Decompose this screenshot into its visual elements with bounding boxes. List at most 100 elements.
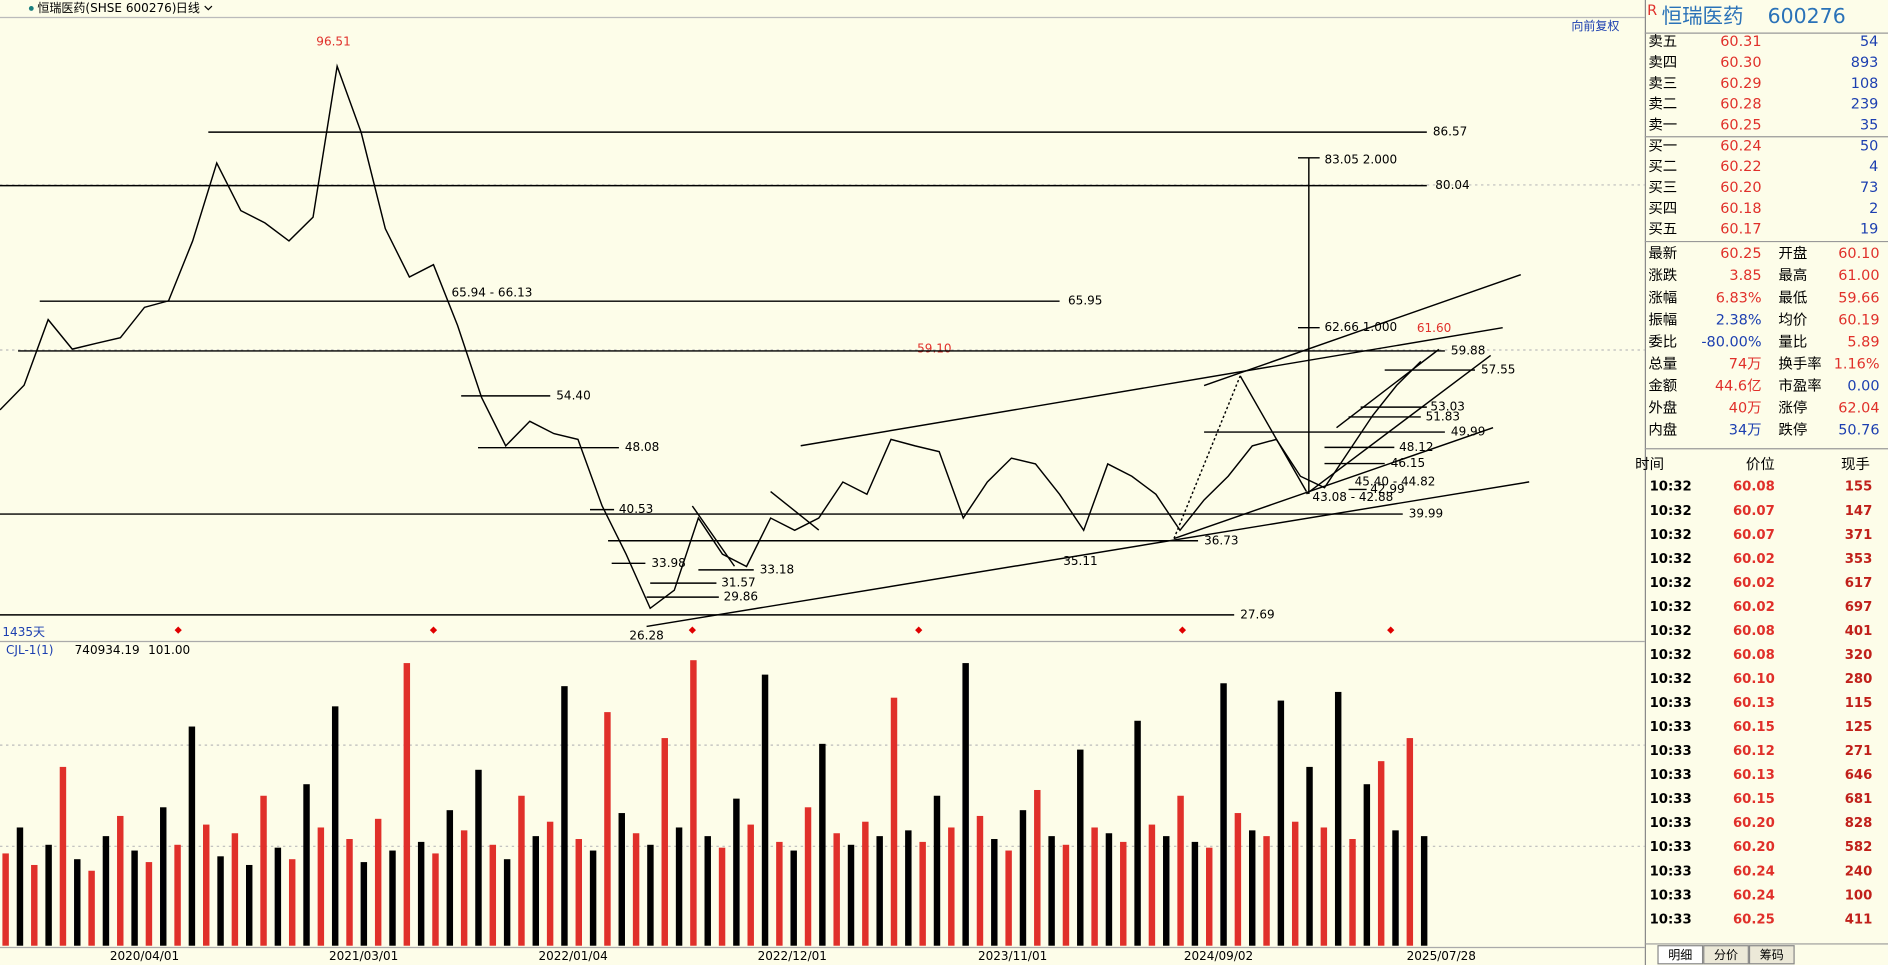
volume-bar — [690, 660, 697, 946]
stat-value: 34万 — [1729, 423, 1762, 439]
peak-label: 61.60 — [1417, 321, 1451, 335]
volume-bar — [647, 844, 654, 946]
tab-label[interactable]: 明细 — [1668, 948, 1692, 962]
tick-volume: 697 — [1845, 600, 1873, 615]
volume-bar — [1277, 700, 1285, 946]
level-label: 40.53 — [619, 502, 653, 516]
volume-bar — [1263, 836, 1270, 946]
stat-value: 59.66 — [1838, 290, 1879, 306]
volume-bar — [1363, 784, 1371, 946]
book-price: 60.29 — [1720, 76, 1761, 92]
volume-bar — [188, 726, 196, 946]
book-label: 买二 — [1648, 158, 1677, 175]
tick-time: 10:33 — [1650, 768, 1692, 783]
tick-time: 10:33 — [1650, 720, 1692, 735]
volume-bar — [704, 836, 711, 946]
book-price: 60.30 — [1720, 55, 1761, 71]
high-label: 96.51 — [316, 35, 350, 49]
book-volume: 50 — [1860, 138, 1878, 154]
tick-volume: 320 — [1845, 648, 1873, 663]
volume-bar — [1134, 720, 1141, 946]
dropdown-icon[interactable] — [204, 5, 213, 11]
stat-label: 最低 — [1778, 289, 1807, 306]
tick-price: 60.15 — [1733, 720, 1775, 735]
level-label: 59.88 — [1451, 343, 1485, 357]
peak-label: 59.10 — [917, 341, 951, 355]
volume-bar — [962, 663, 969, 946]
book-label: 卖一 — [1648, 117, 1677, 134]
level-label: 31.57 — [721, 576, 755, 590]
stat-value: 44.6亿 — [1715, 377, 1762, 394]
period-selector[interactable]: 日线 — [176, 1, 200, 15]
stat-value: 5.89 — [1847, 334, 1879, 350]
level-label: 42.99 — [1370, 482, 1404, 496]
volume-bar — [503, 859, 511, 946]
tab[interactable] — [1657, 945, 1704, 965]
tab-label[interactable]: 分价 — [1714, 948, 1738, 962]
volume-bar — [1220, 683, 1227, 946]
volume-bar — [1105, 833, 1113, 946]
book-price: 60.28 — [1720, 97, 1761, 113]
stat-label: 内盘 — [1648, 421, 1677, 439]
tab-label[interactable]: 筹码 — [1760, 948, 1784, 962]
volume-bar — [1320, 827, 1328, 946]
level-label: 80.04 — [1435, 178, 1469, 192]
level-label: 86.57 — [1433, 125, 1467, 139]
book-price: 60.31 — [1720, 34, 1761, 50]
volume-bar — [632, 833, 640, 946]
tab[interactable] — [1748, 945, 1795, 965]
level-label: 53.03 — [1430, 400, 1464, 414]
volume-bar — [59, 766, 67, 946]
tick-volume: 646 — [1845, 768, 1873, 783]
date-label: 2025/07/28 — [1407, 949, 1476, 963]
tick-volume: 353 — [1845, 552, 1873, 567]
stat-value: 2.38% — [1716, 312, 1762, 328]
stat-value: 6.83% — [1716, 290, 1762, 306]
indicator-name[interactable]: CJL-1(1) — [6, 643, 53, 657]
date-label: 2022/01/04 — [538, 949, 607, 963]
volume-bar — [1420, 836, 1428, 946]
volume-bar — [217, 856, 224, 946]
book-label: 卖二 — [1648, 96, 1677, 113]
volume-bar — [1349, 839, 1356, 946]
tick-volume: 401 — [1845, 624, 1873, 639]
ticks-header: 时间 — [1635, 456, 1664, 473]
book-label: 买三 — [1648, 179, 1677, 196]
stat-label: 总量 — [1648, 355, 1677, 372]
tick-time: 10:32 — [1650, 480, 1692, 495]
volume-bar — [203, 824, 210, 946]
date-label: 2022/12/01 — [758, 949, 827, 963]
volume-bar — [1406, 738, 1414, 946]
volume-bar — [1306, 766, 1313, 946]
level-label: 54.40 — [556, 388, 590, 402]
stat-value: 60.25 — [1720, 246, 1761, 262]
level-label: 39.99 — [1409, 507, 1443, 521]
tick-time: 10:33 — [1650, 888, 1692, 903]
date-label: 2020/04/01 — [110, 949, 179, 963]
volume-bar — [819, 743, 826, 946]
stat-label: 跌停 — [1778, 422, 1807, 439]
tick-volume: 125 — [1845, 720, 1873, 735]
tick-volume: 280 — [1845, 672, 1873, 687]
adjust-mode[interactable]: 向前复权 — [1571, 18, 1619, 33]
volume-bar — [561, 686, 568, 946]
volume-bar — [933, 795, 941, 946]
tick-price: 60.12 — [1733, 744, 1775, 759]
tick-time: 10:32 — [1650, 648, 1692, 663]
book-volume: 35 — [1860, 118, 1878, 134]
volume-bar — [790, 850, 797, 946]
range-label: 45.40 - 44.82 — [1355, 474, 1436, 488]
volume-bar — [589, 850, 597, 946]
tab[interactable] — [1703, 945, 1749, 965]
stat-value: 0.00 — [1847, 378, 1879, 394]
tick-time: 10:32 — [1650, 552, 1692, 567]
book-price: 60.25 — [1720, 118, 1761, 134]
volume-bar — [31, 864, 38, 946]
level-label: 36.73 — [1204, 533, 1238, 547]
tick-time: 10:33 — [1650, 792, 1692, 807]
volume-bar — [1062, 844, 1070, 946]
status-dot — [28, 6, 34, 11]
